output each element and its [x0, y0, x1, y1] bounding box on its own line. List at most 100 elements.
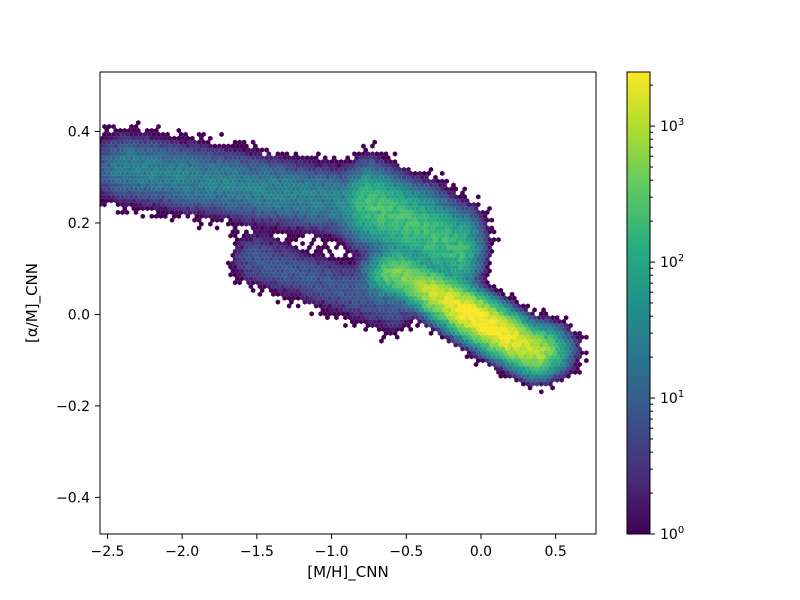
hexbin-cell [257, 198, 263, 204]
hexbin-cell [329, 205, 335, 212]
hexbin-cell [408, 178, 413, 184]
hexbin-cell [280, 205, 285, 212]
hexbin-cell [313, 155, 319, 161]
hexbin-cell [230, 174, 236, 180]
hexbin-cell [309, 272, 314, 278]
hexbin-cell [271, 190, 276, 196]
hexbin-cell [397, 174, 402, 180]
hexbin-cell [518, 338, 524, 344]
hexbin-cell [257, 221, 263, 227]
hexbin-cell [527, 369, 533, 375]
hexbin-cell [388, 221, 393, 227]
hexbin-cell [358, 319, 364, 325]
hexbin-cell [232, 155, 238, 161]
hexbin-cell [417, 194, 422, 200]
hexbin-cell [460, 213, 465, 219]
hexbin-cell [133, 131, 139, 137]
hexbin-cell [340, 186, 346, 192]
hexbin-cell [334, 159, 339, 165]
hexbin-cell [467, 225, 472, 231]
hexbin-cell [399, 264, 404, 270]
hexbin-cell [512, 311, 517, 317]
hexbin-cell [482, 237, 488, 243]
hexbin-cell [428, 299, 434, 305]
hexbin-cell [476, 202, 481, 208]
hexbin-cell [358, 225, 364, 231]
hexbin-cell [476, 311, 481, 317]
hexbin-cell [235, 166, 240, 173]
hexbin-cell [388, 182, 393, 188]
hexbin-cell [311, 291, 317, 297]
hexbin-cell [289, 205, 294, 212]
hexbin-cell [304, 163, 310, 169]
hexbin-cell [340, 217, 346, 223]
hexbin-cell [336, 264, 341, 270]
hexbin-cell [120, 147, 125, 153]
hexbin-cell [165, 186, 170, 192]
hexbin-cell [277, 217, 283, 223]
hexbin-cell [401, 268, 407, 274]
hexbin-cell [491, 330, 497, 336]
hexbin-cell [237, 217, 242, 223]
hexbin-cell [138, 178, 143, 184]
hexbin-cell [476, 287, 481, 293]
hexbin-cell [428, 283, 434, 290]
hexbin-cell [221, 174, 227, 180]
hexbin-cell [451, 190, 456, 196]
hexbin-cell [230, 268, 236, 274]
hexbin-cell [322, 287, 328, 293]
hexbin-cell [183, 147, 188, 153]
hexbin-cell [138, 186, 143, 192]
hexbin-cell [367, 256, 373, 262]
hexbin-cell [394, 170, 400, 176]
hexbin-cell [327, 209, 332, 215]
hexbin-cell [221, 198, 227, 204]
hexbin-cell [421, 202, 427, 208]
hexbin-cell [428, 307, 434, 313]
hexbin-cell [379, 166, 384, 173]
hexbin-cell [257, 213, 263, 219]
hexbin-cell [145, 127, 150, 134]
hexbin-cell [201, 155, 206, 161]
hexbin-cell [372, 217, 377, 223]
hexbin-cell [295, 202, 301, 208]
hexbin-cell [347, 283, 353, 290]
hexbin-cell [460, 252, 465, 258]
hexbin-cell [316, 174, 321, 180]
hexbin-cell [365, 276, 371, 282]
hexbin-cell [309, 256, 314, 262]
hexbin-cell [176, 159, 182, 165]
hexbin-cell [485, 303, 490, 309]
hexbin-cell [115, 178, 121, 184]
hexbin-cell [201, 163, 206, 169]
hexbin-cell [514, 377, 519, 383]
hexbin-cell [154, 205, 159, 212]
hexbin-cell [181, 166, 186, 173]
hexbin-cell [478, 252, 483, 258]
hexbin-cell [102, 194, 107, 200]
hexbin-cell [289, 276, 294, 282]
hexbin-cell [462, 264, 468, 270]
hexbin-cell [100, 143, 105, 149]
hexbin-cell [394, 202, 400, 208]
hexbin-cell [392, 174, 398, 180]
hexbin-cell [397, 276, 402, 282]
hexbin-cell [401, 174, 407, 180]
hexbin-cell [201, 170, 206, 176]
hexbin-cell [563, 338, 569, 344]
hexbin-cell [118, 143, 123, 149]
hexbin-cell [415, 291, 420, 297]
hexbin-cell [469, 260, 474, 266]
hexbin-cell [563, 322, 569, 329]
hexbin-cell [557, 319, 562, 325]
hexbin-cell [246, 209, 251, 215]
hexbin-cell [421, 303, 427, 309]
hexbin-cell [237, 139, 242, 145]
hexbin-cell [370, 315, 375, 321]
hexbin-cell [266, 244, 272, 251]
hexbin-cell [336, 272, 341, 278]
hexbin-cell [122, 205, 128, 212]
hexbin-cell [331, 264, 337, 270]
hexbin-cell [271, 221, 276, 227]
hexbin-cell [430, 178, 436, 184]
